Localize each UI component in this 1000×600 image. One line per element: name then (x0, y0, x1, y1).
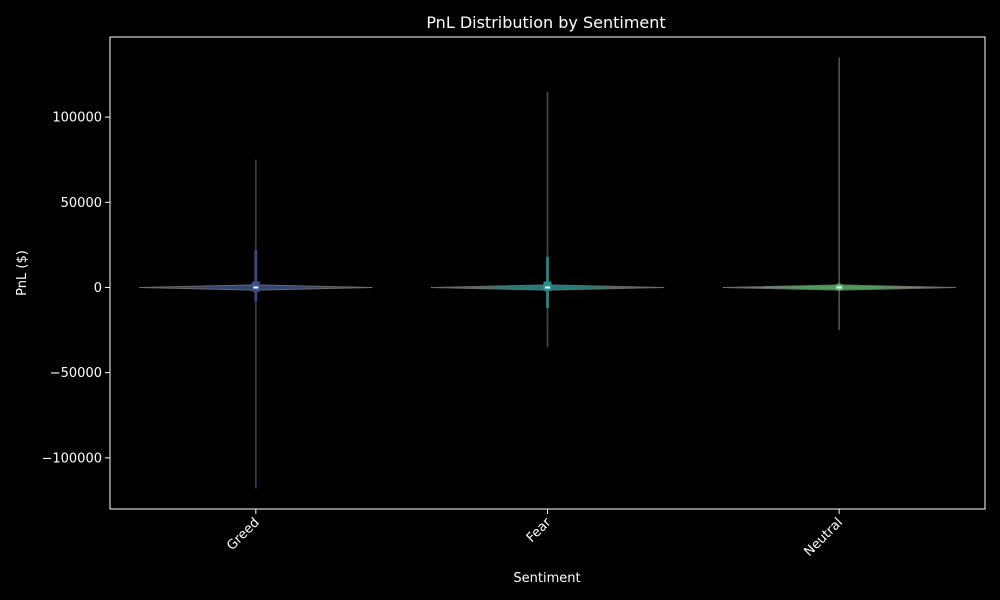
y-tick-label: 100000 (52, 111, 102, 126)
median-marker (545, 286, 550, 289)
chart-title: PnL Distribution by Sentiment (426, 13, 665, 32)
x-tick-label: Greed (224, 515, 262, 553)
y-axis: −100000 −50000 0 50000 100000 (41, 111, 110, 466)
x-tick-label: Neutral (801, 515, 846, 560)
x-tick-label: Fear (524, 515, 555, 546)
y-tick-label: 0 (94, 281, 102, 296)
x-axis: Greed Fear Neutral (224, 509, 846, 560)
y-tick-label: −50000 (50, 366, 102, 381)
y-tick-label: 50000 (61, 196, 102, 211)
median-marker (253, 286, 259, 289)
violin-fear (430, 91, 665, 348)
violin-neutral (722, 57, 956, 331)
plot-area (139, 57, 956, 489)
y-tick-label: −100000 (41, 451, 102, 466)
y-axis-title: PnL ($) (15, 250, 30, 296)
violin-inner-box (543, 281, 552, 291)
violin-greed (139, 159, 373, 489)
median-marker (836, 286, 842, 289)
x-axis-title: Sentiment (513, 571, 580, 586)
